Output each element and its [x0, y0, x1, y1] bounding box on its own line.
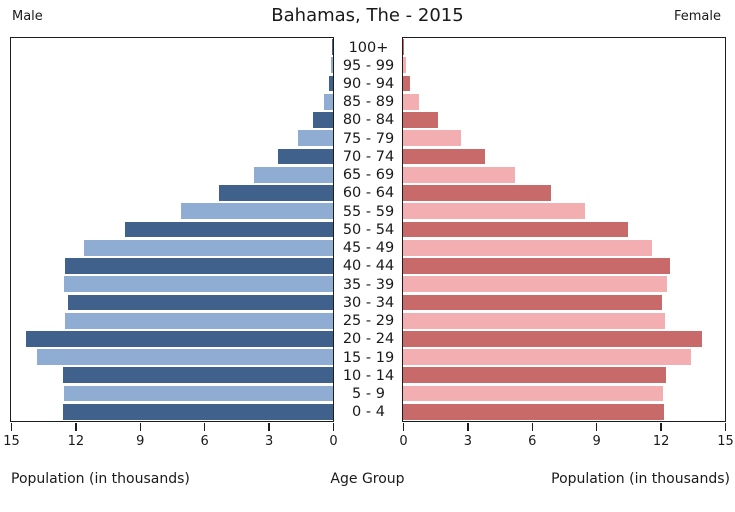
- tick-mark-male-6: [203, 423, 206, 431]
- bar-male-85-89: [324, 93, 333, 110]
- bar-male-5-9: [63, 385, 333, 402]
- tick-label-female-9: 9: [592, 434, 601, 449]
- age-group-label-0-4: 0 - 4: [352, 404, 385, 421]
- age-group-label-45-49: 45 - 49: [342, 240, 395, 257]
- bar-male-25-29: [64, 312, 333, 329]
- bar-female-60-64: [403, 185, 552, 201]
- tick-mark-male-3: [268, 423, 270, 431]
- age-group-label-25-29: 25 - 29: [342, 313, 395, 330]
- tick-label-female-3: 3: [463, 434, 473, 449]
- bar-male-70-74: [278, 148, 333, 165]
- age-group-label-55-59: 55 - 59: [342, 203, 395, 220]
- bar-male-45-49: [84, 239, 333, 256]
- chart-title: Bahamas, The - 2015: [271, 5, 464, 26]
- bar-female-0-4: [403, 403, 664, 420]
- age-group-label-5-9: 5 - 9: [352, 386, 385, 403]
- x-axis-label-male: Population (in thousands): [11, 471, 190, 487]
- male-side-label: Male: [12, 9, 43, 24]
- bar-female-75-79: [403, 130, 461, 147]
- bar-female-85-89: [403, 93, 420, 110]
- bar-male-15-19: [36, 349, 333, 365]
- bar-female-65-69: [403, 166, 515, 183]
- bar-male-55-59: [180, 203, 333, 220]
- tick-mark-female-15: [724, 423, 727, 431]
- female-bars-area: [403, 38, 725, 421]
- bar-male-60-64: [219, 185, 333, 201]
- tick-label-female-0: 0: [399, 434, 408, 449]
- bar-female-95-99: [403, 57, 407, 74]
- bar-male-95-99: [330, 57, 333, 74]
- bar-male-65-69: [253, 166, 333, 183]
- tick-mark-male-0: [332, 423, 335, 431]
- x-axis-label-female: Population (in thousands): [551, 471, 730, 487]
- bar-male-75-79: [297, 130, 333, 147]
- age-group-label-90-94: 90 - 94: [342, 75, 395, 92]
- tick-label-male-0: 0: [329, 434, 338, 449]
- tick-mark-female-9: [595, 423, 598, 431]
- tick-mark-female-0: [402, 423, 405, 431]
- age-group-label-85-89: 85 - 89: [342, 94, 395, 111]
- bar-female-15-19: [403, 349, 691, 365]
- bar-female-30-34: [403, 294, 662, 311]
- y-axis-label-age-group: Age Group: [330, 471, 405, 487]
- age-group-label-60-64: 60 - 64: [342, 185, 395, 202]
- tick-label-female-15: 15: [717, 434, 734, 449]
- bar-female-35-39: [403, 276, 668, 293]
- age-group-label-65-69: 65 - 69: [342, 167, 395, 184]
- tick-mark-male-12: [75, 423, 77, 431]
- bar-female-90-94: [403, 75, 410, 92]
- bar-male-20-24: [26, 331, 333, 347]
- bar-male-10-14: [62, 367, 333, 384]
- bar-female-55-59: [403, 203, 586, 220]
- bar-male-30-34: [67, 294, 333, 311]
- bar-female-100plus: [403, 39, 405, 55]
- age-group-label-80-84: 80 - 84: [342, 112, 395, 129]
- bar-female-45-49: [403, 239, 652, 256]
- tick-label-male-6: 6: [200, 434, 209, 449]
- bar-female-50-54: [403, 221, 629, 238]
- bar-female-5-9: [403, 385, 663, 402]
- tick-mark-female-3: [467, 423, 469, 431]
- age-group-label-40-44: 40 - 44: [342, 258, 395, 275]
- tick-label-female-6: 6: [528, 434, 537, 449]
- age-group-label-95-99: 95 - 99: [342, 57, 395, 74]
- bar-female-10-14: [403, 367, 666, 384]
- tick-mark-male-9: [139, 423, 142, 431]
- bar-female-25-29: [403, 312, 665, 329]
- bar-female-80-84: [403, 112, 439, 128]
- tick-mark-female-12: [660, 423, 662, 431]
- tick-label-male-9: 9: [136, 434, 145, 449]
- bar-male-35-39: [63, 276, 333, 293]
- bar-female-20-24: [403, 331, 703, 347]
- tick-label-male-3: 3: [264, 434, 274, 449]
- age-group-label-35-39: 35 - 39: [342, 276, 395, 293]
- age-group-label-50-54: 50 - 54: [342, 221, 395, 238]
- age-group-label-100plus: 100+: [348, 39, 389, 56]
- bar-male-100plus: [332, 39, 333, 55]
- age-group-label-75-79: 75 - 79: [342, 130, 395, 147]
- age-group-label-15-19: 15 - 19: [342, 349, 395, 366]
- tick-label-female-12: 12: [652, 434, 670, 449]
- bar-female-40-44: [403, 258, 671, 274]
- tick-mark-female-6: [531, 423, 534, 431]
- female-panel: [402, 37, 726, 422]
- tick-mark-male-15: [10, 423, 13, 431]
- bar-male-0-4: [62, 403, 333, 420]
- bar-male-40-44: [64, 258, 333, 274]
- tick-label-male-12: 12: [67, 434, 85, 449]
- female-side-label: Female: [673, 9, 721, 24]
- bar-male-50-54: [124, 221, 333, 238]
- age-group-label-70-74: 70 - 74: [342, 148, 395, 165]
- bar-male-80-84: [313, 112, 333, 128]
- bar-female-70-74: [403, 148, 485, 165]
- age-group-labels-column: 100+ 95 - 99 90 - 94 85 - 89 80 - 84 75 - 79 7…: [335, 39, 402, 422]
- age-group-label-10-14: 10 - 14: [342, 367, 395, 384]
- male-panel: [10, 37, 334, 422]
- tick-label-male-15: 15: [3, 434, 20, 449]
- bar-male-90-94: [328, 75, 333, 92]
- age-group-label-20-24: 20 - 24: [342, 331, 395, 348]
- age-group-label-30-34: 30 - 34: [342, 294, 395, 311]
- male-bars-area: [11, 38, 333, 421]
